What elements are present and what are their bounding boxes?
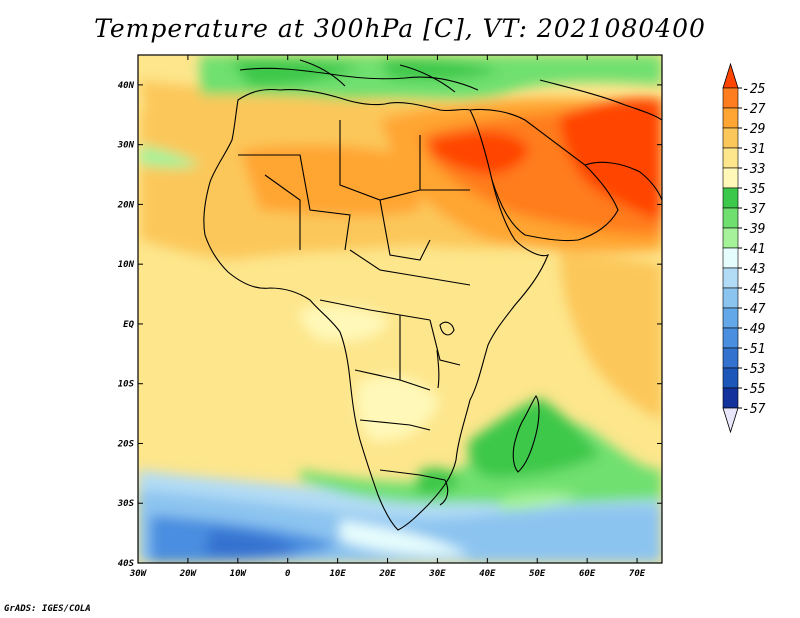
colorbar-label: -31 (742, 142, 765, 157)
lat-label: 40S (118, 559, 135, 569)
lat-label: 10N (118, 260, 135, 270)
colorbar-label: -35 (742, 182, 766, 197)
colorbar-bottom-arrow (722, 407, 739, 434)
colorbar-swatch (722, 147, 739, 169)
lat-label: 40N (118, 81, 135, 91)
lon-label: 50E (529, 569, 546, 579)
chart-title: Temperature at 300hPa [C], VT: 202108040… (94, 14, 706, 43)
colorbar-swatch (722, 187, 739, 209)
grads-credit: GrADS: IGES/COLA (4, 604, 91, 614)
lon-label: 0 (285, 569, 291, 579)
colorbar-label: -55 (742, 382, 766, 397)
colorbar-swatch (722, 87, 739, 109)
colorbar-label: -41 (742, 242, 765, 257)
coastlines (203, 59, 662, 531)
colorbar-swatch (722, 287, 739, 309)
longitude-labels: 30W 20W 10W 0 10E 20E 30E 40E 50E 60E 70E (129, 569, 646, 579)
axis-ticks (137, 55, 662, 564)
colorbar-label: -37 (742, 202, 766, 217)
colorbar-swatch (722, 327, 739, 349)
lon-label: 30W (129, 569, 148, 579)
lon-label: 40E (479, 569, 496, 579)
colorbar-label: -39 (742, 222, 765, 237)
lon-label: 70E (629, 569, 646, 579)
lon-label: 20W (179, 569, 198, 579)
colorbar-swatch (722, 207, 739, 229)
lon-label: 10E (329, 569, 346, 579)
lat-label: 30S (117, 499, 135, 509)
lon-label: 20E (378, 569, 396, 579)
colorbar-label: -33 (742, 162, 765, 177)
colorbar-label: -57 (742, 402, 766, 417)
colorbar-label: -27 (742, 102, 766, 117)
colorbar-swatch (722, 307, 739, 329)
colorbar-swatch (722, 347, 739, 369)
colorbar-swatch (722, 247, 739, 269)
plot-frame (137, 54, 663, 564)
colorbar-swatch (722, 107, 739, 129)
colorbar: -25 -27 -29 -31 -33 -35 -37 -39 -41 -43 -45 -47 -49 -… (722, 62, 766, 434)
temperature-field (138, 55, 662, 563)
lat-label: 10S (118, 380, 135, 390)
colorbar-top-arrow (722, 62, 739, 89)
lon-label: 10W (230, 569, 248, 579)
latitude-labels: 40N 30N 20N 10N EQ 10S 20S 30S 40S (117, 81, 135, 569)
lon-label: 60E (579, 569, 596, 579)
colorbar-swatch (722, 167, 739, 189)
colorbar-label: -25 (742, 82, 766, 97)
colorbar-swatch (722, 267, 739, 289)
colorbar-label: -49 (742, 322, 765, 337)
lat-label: 20N (117, 200, 135, 210)
colorbar-label: -45 (742, 282, 766, 297)
colorbar-swatch (722, 367, 739, 389)
lat-label: 20S (117, 439, 135, 449)
colorbar-label: -29 (742, 122, 765, 137)
colorbar-swatch (722, 387, 739, 409)
colorbar-swatch (722, 227, 739, 249)
colorbar-label: -53 (742, 362, 765, 377)
colorbar-label: -47 (742, 302, 766, 317)
colorbar-label: -51 (742, 342, 765, 357)
lat-label: EQ (123, 320, 134, 330)
lon-label: 30E (428, 569, 446, 579)
colorbar-label: -43 (742, 262, 765, 277)
lat-label: 30N (117, 141, 135, 151)
colorbar-swatch (722, 127, 739, 149)
